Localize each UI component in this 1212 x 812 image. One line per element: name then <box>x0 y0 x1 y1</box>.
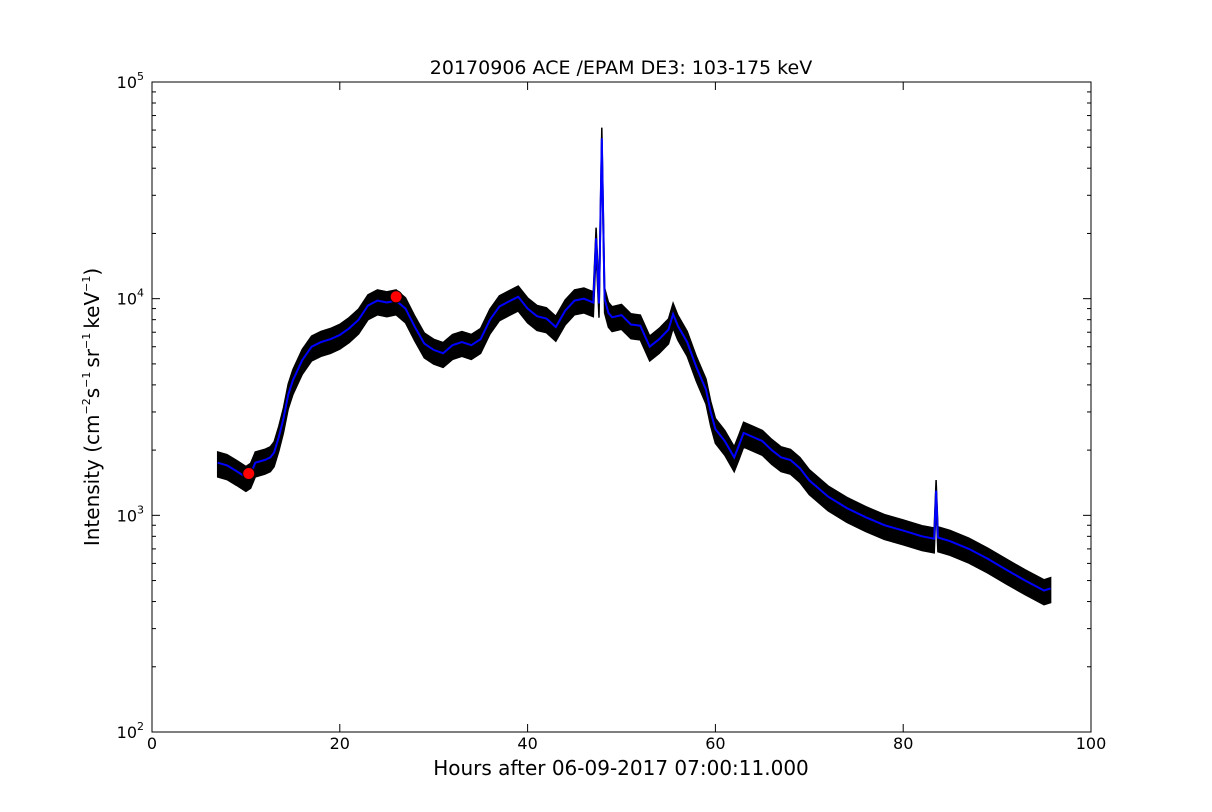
y-label-exp4: −1 <box>80 276 93 292</box>
y-label-mid2: sr <box>80 348 104 367</box>
event-marker <box>389 290 403 304</box>
x-tick-label: 60 <box>705 734 725 753</box>
y-label-mid1: s <box>80 388 104 398</box>
y-axis-label: Intensity (cm−2s−1sr−1keV−1) <box>80 268 104 546</box>
x-tick-label: 40 <box>517 734 537 753</box>
x-tick-label: 20 <box>330 734 350 753</box>
plot-area <box>151 81 1092 733</box>
x-axis-ticks: 0 20 40 60 80 100 <box>147 82 1106 753</box>
plot-frame <box>151 81 1092 733</box>
error-band <box>216 127 1052 606</box>
y-label-prefix: Intensity (cm <box>80 414 104 546</box>
x-tick-label: 80 <box>893 734 913 753</box>
x-tick-label: 100 <box>1076 734 1107 753</box>
y-tick-label: 105 <box>117 70 144 92</box>
y-axis-ticks: 102 103 104 105 <box>117 70 1091 742</box>
y-tick-label: 104 <box>117 287 144 309</box>
chart-title: 20170906 ACE /EPAM DE3: 103-175 keV <box>430 57 812 79</box>
series-line <box>217 138 1051 592</box>
event-marker <box>242 466 256 480</box>
x-axis-label: Hours after 06-09-2017 07:00:11.000 <box>433 756 809 780</box>
error-band-shape <box>216 127 1052 606</box>
y-label-exp2: −1 <box>80 372 93 388</box>
y-label-suffix: ) <box>80 268 104 276</box>
markers-layer <box>242 290 403 480</box>
y-tick-label: 103 <box>117 503 144 525</box>
x-tick-label: 0 <box>147 734 157 753</box>
y-tick-label: 102 <box>117 720 144 742</box>
y-label-exp1: −2 <box>80 398 93 414</box>
y-label-exp3: −1 <box>80 333 93 349</box>
y-label-mid3: keV <box>80 292 104 329</box>
series-layer <box>217 138 1051 592</box>
